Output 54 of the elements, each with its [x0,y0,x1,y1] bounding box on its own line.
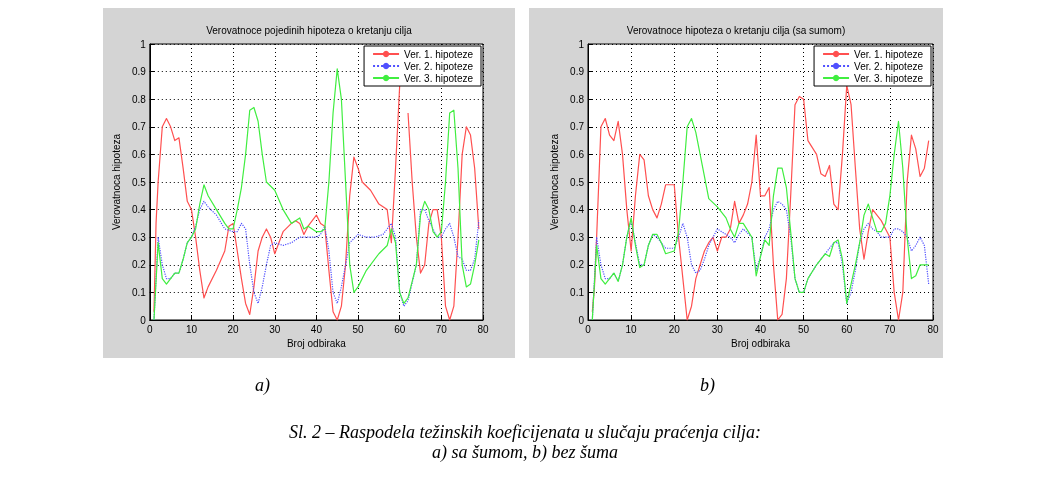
y-tick-label: 0.7 [570,121,585,133]
x-axis-title: Broj odbiraka [731,338,791,350]
y-tick-label: 0.2 [131,259,147,271]
legend-label: Ver. 1. hipoteze [854,48,924,60]
x-tick-label: 30 [269,323,281,335]
chart-title: Verovatnoce hipoteza o kretanju cilja (sa sumom) [626,24,846,36]
y-tick-label: 0.5 [131,176,147,188]
y-tick-label: 0 [578,314,585,326]
x-tick-label: 80 [477,323,489,335]
x-tick-label: 20 [668,323,681,335]
text: b) [700,375,715,396]
y-tick-label: 0.5 [570,176,585,188]
x-tick-label: 60 [841,323,853,335]
y-tick-label: 0.6 [570,148,585,160]
text: Sl. 2 – Raspodela težinskih koeficijenata u slučaju praćenja cilja: [288,422,762,442]
x-tick-label: 70 [884,323,896,335]
x-tick-label: 10 [625,323,638,335]
y-tick-label: 1 [140,38,147,50]
y-tick-label: 0.7 [131,121,147,133]
y-tick-label: 0.4 [570,204,585,216]
y-axis-title: Verovatnoca hipoteza [110,133,122,231]
x-tick-label: 30 [711,323,724,335]
y-tick-label: 1 [578,38,585,50]
x-axis-title: Broj odbiraka [286,338,347,350]
y-tick-label: 0.4 [131,204,147,216]
y-axis-title: Verovatnoca hipoteza [548,133,560,231]
y-tick-label: 0.6 [131,148,147,160]
y-tick-label: 0.9 [131,66,147,78]
x-tick-label: 60 [394,323,406,335]
y-tick-label: 0.9 [570,66,585,78]
y-tick-label: 0.3 [131,231,147,243]
x-tick-label: 40 [310,323,323,335]
text: a) sa šumom, b) bez šuma [431,442,619,462]
y-tick-label: 0.1 [131,286,147,298]
y-tick-label: 0.2 [570,259,585,271]
x-tick-label: 50 [352,323,365,335]
legend-label: Ver. 3. hipoteze [854,72,924,84]
y-tick-label: 0.8 [131,93,147,105]
x-tick-label: 10 [185,323,198,335]
chart-title: Verovatnoce pojedinih hipoteza o kretanju cilja [206,24,413,36]
y-tick-label: 0.1 [570,286,585,298]
legend-label: Ver. 3. hipoteze [404,72,474,84]
x-tick-label: 40 [754,323,767,335]
y-tick-label: 0.3 [570,231,585,243]
x-tick-label: 70 [435,323,448,335]
x-tick-label: 80 [927,323,939,335]
text: a) [255,375,270,396]
y-tick-label: 0.8 [570,93,585,105]
legend-label: Ver. 2. hipoteze [854,60,924,72]
x-tick-label: 50 [798,323,810,335]
y-tick-label: 0 [140,314,147,326]
legend-label: Ver. 1. hipoteze [404,48,474,60]
legend-label: Ver. 2. hipoteze [404,60,474,72]
x-tick-label: 20 [227,323,240,335]
